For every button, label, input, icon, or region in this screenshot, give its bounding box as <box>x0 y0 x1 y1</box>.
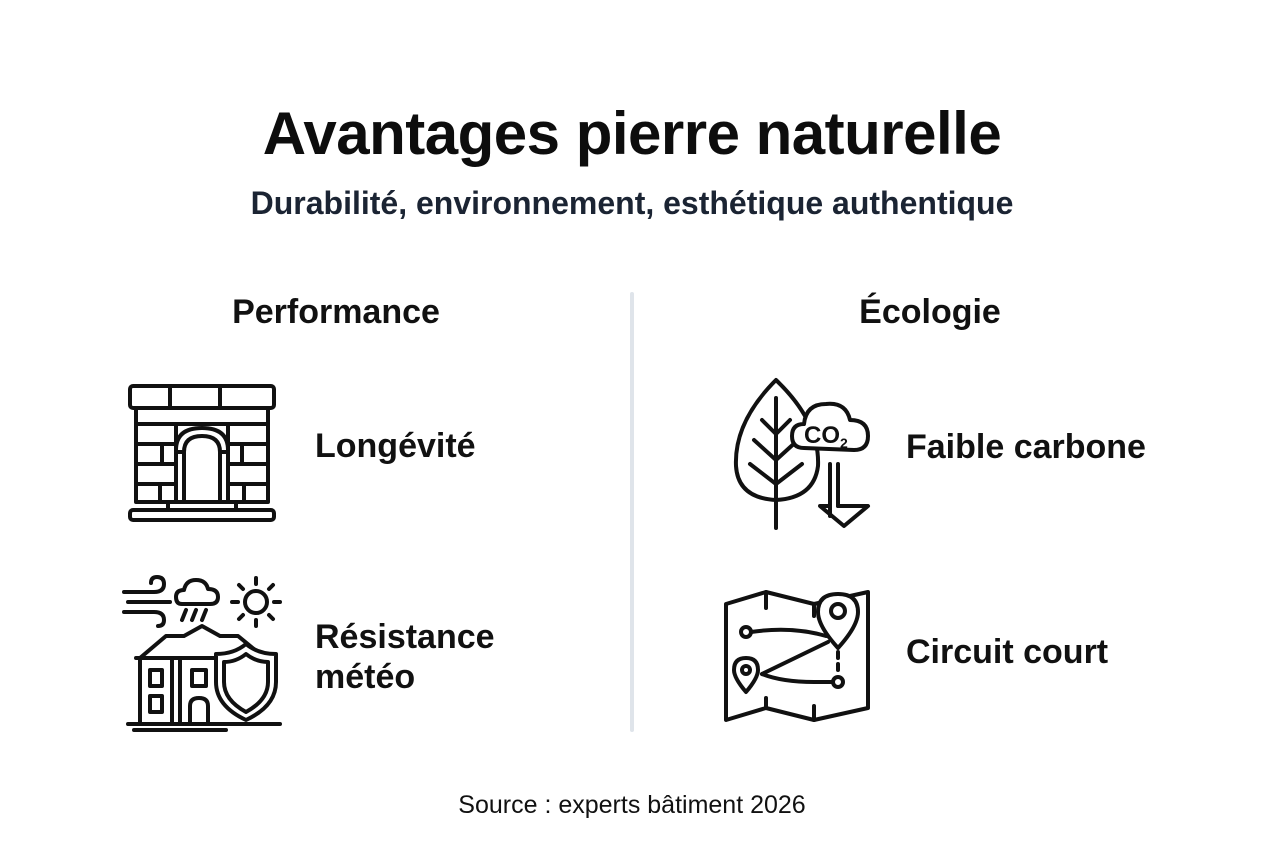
map-route-icon <box>722 586 874 726</box>
page-title: Avantages pierre naturelle <box>262 100 1002 167</box>
item-label-line2: météo <box>315 658 416 696</box>
stone-arch-icon <box>124 380 280 526</box>
source-note: Source : experts bâtiment 2026 <box>458 791 806 819</box>
item-label-line1: Résistance <box>315 618 495 656</box>
item-label-resistance-meteo: Résistance météo <box>315 617 495 697</box>
co2-text: CO <box>804 422 840 449</box>
item-label-longevite: Longévité <box>315 427 476 465</box>
leaf-co2-down-icon: CO 2 <box>728 374 878 534</box>
item-label-faible-carbone: Faible carbone <box>906 428 1146 466</box>
weather-shield-building-icon <box>120 574 286 736</box>
item-label-circuit-court: Circuit court <box>906 633 1109 671</box>
page-subtitle: Durabilité, environnement, esthétique au… <box>250 185 1014 221</box>
column-divider <box>630 292 634 732</box>
co2-subscript: 2 <box>840 435 848 451</box>
column-heading-performance: Performance <box>232 293 440 331</box>
column-heading-ecologie: Écologie <box>859 293 1001 331</box>
